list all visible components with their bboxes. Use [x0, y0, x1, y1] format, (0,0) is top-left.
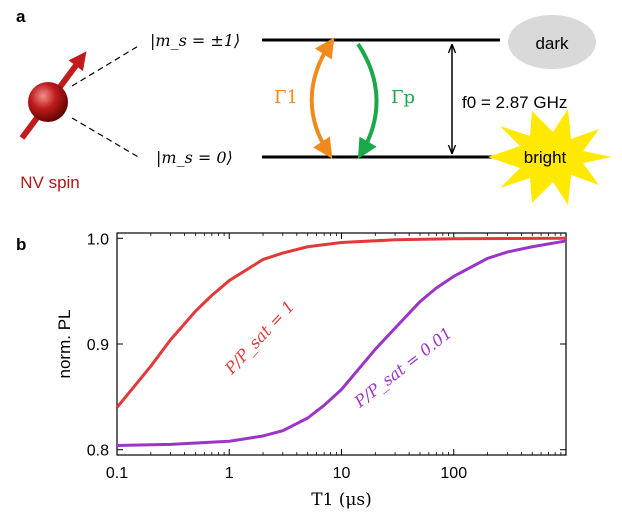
y-tick-label: 0.8	[87, 443, 109, 460]
series-line	[115, 236, 567, 409]
panel-b-label: b	[16, 235, 26, 254]
state-lower-label: |m_s = 0⟩	[156, 148, 233, 167]
rate-down-arrow	[356, 42, 379, 159]
y-tick-label: 0.9	[87, 337, 109, 354]
dark-state-blob	[508, 15, 596, 69]
panel-b: b 0.1 1 10 100 0.8 0.9 1.0 T1 (μs) norm. PL P/P_s…	[16, 231, 567, 510]
series-label: P/P_sat = 0.01	[350, 323, 456, 411]
y-axis-label: norm. PL	[55, 310, 74, 379]
rate-up-arrow	[309, 37, 335, 159]
rate-down-label: Γp	[391, 87, 415, 108]
x-tick-label: 1	[225, 465, 234, 482]
bright-star	[488, 109, 612, 205]
series-label: P/P_sat = 1	[220, 297, 298, 379]
x-tick-label: 100	[440, 465, 467, 482]
frequency-label: f0 = 2.87 GHz	[462, 93, 567, 112]
bright-label: bright	[524, 148, 567, 167]
plot: 0.1 1 10 100 0.8 0.9 1.0 T1 (μs) norm. PL P/P_sat…	[55, 231, 567, 510]
spin-dash-lower	[71, 117, 141, 159]
x-axis-label: T1 (μs)	[311, 490, 372, 510]
panel-a: a NV spin |m_s = ±1⟩ |m_s = 0⟩ Γ1 Γp f0 …	[16, 7, 612, 205]
spin-ball	[28, 82, 68, 122]
state-upper-label: |m_s = ±1⟩	[150, 31, 240, 50]
dark-label: dark	[535, 34, 569, 53]
y-tick-label: 1.0	[87, 231, 109, 248]
panel-a-label: a	[16, 7, 26, 26]
x-tick-label: 10	[333, 465, 351, 482]
x-tick-label: 0.1	[106, 465, 128, 482]
series-line	[116, 239, 567, 447]
plot-frame	[116, 232, 567, 456]
spin-label: NV spin	[20, 173, 80, 192]
rate-up-label: Γ1	[274, 87, 298, 108]
spin-dash-upper	[71, 44, 141, 87]
